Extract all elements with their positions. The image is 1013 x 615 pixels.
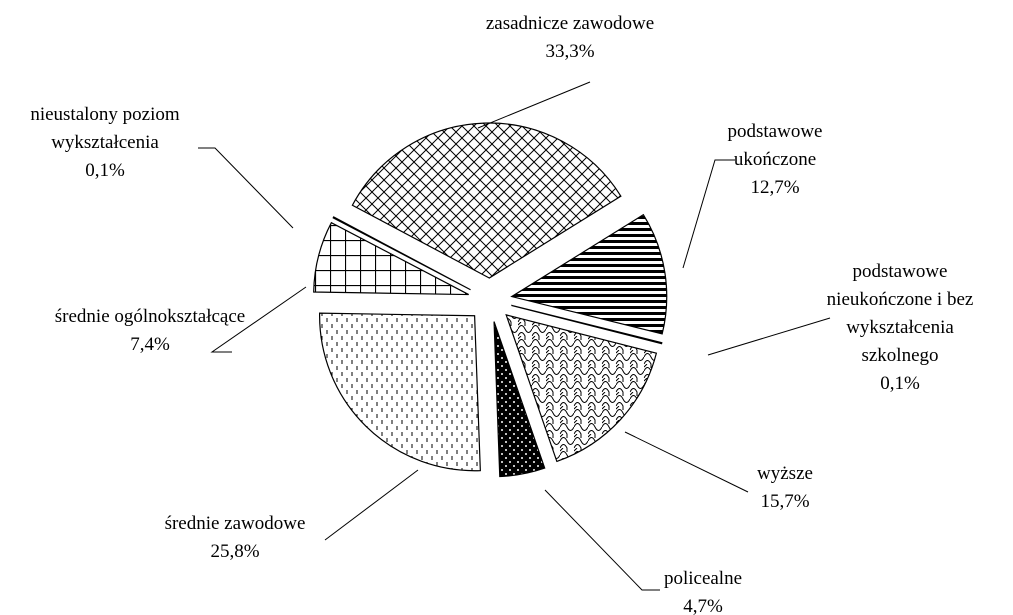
leader-line (544, 489, 660, 591)
slice-label: podstawowe ukończone 12,7% (710, 118, 840, 202)
slice-label: średnie ogólnokształcące 7,4% (50, 303, 250, 359)
category-name: podstawowe ukończone (727, 121, 823, 170)
slice-label: nieustalony poziom wykształcenia 0,1% (5, 101, 205, 185)
leader-line (624, 431, 749, 493)
pie-slice (493, 321, 546, 478)
category-name: policealne (663, 568, 743, 589)
value-label: 33,3% (545, 41, 595, 62)
category-name: wyższe (757, 463, 813, 484)
slice-label: policealne 4,7% (643, 565, 763, 615)
value-label: 15,7% (760, 491, 810, 512)
value-label: 0,1% (85, 160, 125, 181)
pie-slice (510, 213, 668, 335)
leader-line (682, 159, 735, 269)
category-name: zasadnicze zawodowe (485, 13, 655, 34)
category-name: nieustalony poziom wykształcenia (30, 104, 180, 153)
slice-label: średnie zawodowe 25,8% (120, 510, 350, 566)
pie-slice (351, 122, 622, 279)
pie-slice (313, 221, 469, 296)
pie-slice (505, 314, 658, 463)
leader-line (210, 286, 307, 353)
pie-slice (511, 304, 663, 345)
leader-line (324, 469, 419, 541)
value-label: 0,1% (880, 373, 920, 394)
leader-line (707, 317, 831, 356)
slice-label: zasadnicze zawodowe 33,3% (440, 10, 700, 66)
pie-slice (332, 216, 471, 291)
slice-label: wyższe 15,7% (735, 460, 835, 516)
value-label: 7,4% (130, 334, 170, 355)
category-name: średnie zawodowe (164, 513, 306, 534)
slice-label: podstawowe nieukończone i bez wykształce… (810, 258, 990, 398)
value-label: 4,7% (683, 596, 723, 615)
leader-line (477, 81, 591, 129)
category-name: podstawowe nieukończone i bez wykształce… (826, 261, 974, 366)
value-label: 25,8% (210, 541, 260, 562)
value-label: 12,7% (750, 177, 800, 198)
category-name: średnie ogólnokształcące (54, 306, 246, 327)
pie-slice (319, 312, 481, 472)
leader-line (198, 147, 294, 229)
